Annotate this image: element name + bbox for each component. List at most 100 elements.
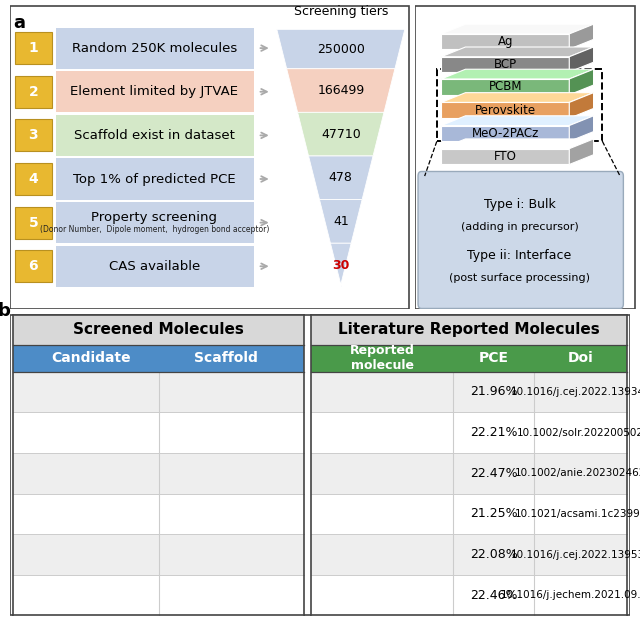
- Polygon shape: [570, 24, 593, 49]
- Text: (adding in precursor): (adding in precursor): [461, 222, 579, 232]
- Text: Literature Reported Molecules: Literature Reported Molecules: [338, 322, 600, 337]
- Text: 22.08%: 22.08%: [470, 548, 518, 561]
- FancyBboxPatch shape: [13, 575, 305, 616]
- Polygon shape: [441, 34, 570, 49]
- Text: Scaffold exist in dataset: Scaffold exist in dataset: [74, 129, 235, 142]
- Text: (Donor Number,  Dipole moment,  hydrogen bond acceptor): (Donor Number, Dipole moment, hydrogen b…: [40, 225, 269, 234]
- FancyBboxPatch shape: [15, 207, 52, 239]
- FancyBboxPatch shape: [10, 314, 630, 616]
- Text: 21.96%: 21.96%: [470, 386, 518, 399]
- Text: 22.47%: 22.47%: [470, 467, 518, 480]
- Text: Top 1% of predicted PCE: Top 1% of predicted PCE: [73, 173, 236, 186]
- Polygon shape: [441, 92, 593, 103]
- Text: 30: 30: [332, 259, 349, 271]
- Text: 3: 3: [29, 128, 38, 142]
- FancyBboxPatch shape: [13, 412, 305, 453]
- FancyBboxPatch shape: [310, 534, 627, 575]
- FancyBboxPatch shape: [56, 202, 253, 243]
- Polygon shape: [570, 69, 593, 95]
- Text: b: b: [0, 302, 10, 321]
- FancyBboxPatch shape: [13, 344, 305, 372]
- Text: Type i: Bulk: Type i: Bulk: [484, 198, 556, 211]
- Text: 4: 4: [29, 172, 38, 186]
- Text: Type ii: Interface: Type ii: Interface: [467, 249, 572, 262]
- Text: 22.21%: 22.21%: [470, 426, 518, 439]
- Text: Perovskite: Perovskite: [475, 104, 536, 117]
- Polygon shape: [441, 149, 570, 164]
- FancyBboxPatch shape: [310, 314, 627, 344]
- Polygon shape: [570, 92, 593, 118]
- Text: 21.25%: 21.25%: [470, 508, 518, 521]
- Polygon shape: [441, 126, 570, 141]
- Text: Screened Molecules: Screened Molecules: [73, 322, 244, 337]
- Text: 47710: 47710: [321, 127, 361, 141]
- Polygon shape: [277, 29, 405, 69]
- FancyBboxPatch shape: [310, 412, 627, 453]
- Polygon shape: [441, 69, 593, 79]
- Text: 10.1016/j.jechem.2021.09.027: 10.1016/j.jechem.2021.09.027: [500, 590, 640, 600]
- FancyBboxPatch shape: [13, 372, 305, 413]
- FancyBboxPatch shape: [15, 76, 52, 108]
- FancyBboxPatch shape: [13, 494, 305, 534]
- FancyBboxPatch shape: [13, 534, 305, 575]
- Text: Property screening: Property screening: [92, 211, 218, 224]
- Polygon shape: [570, 47, 593, 72]
- FancyBboxPatch shape: [310, 575, 627, 616]
- FancyBboxPatch shape: [310, 494, 627, 534]
- Polygon shape: [298, 112, 384, 156]
- Text: 10.1002/anie.202302462: 10.1002/anie.202302462: [515, 468, 640, 478]
- Text: (post surface processing): (post surface processing): [449, 273, 590, 283]
- FancyBboxPatch shape: [15, 250, 52, 282]
- Text: 250000: 250000: [317, 42, 365, 56]
- Text: 41: 41: [333, 215, 349, 228]
- Polygon shape: [319, 199, 362, 243]
- Text: 5: 5: [29, 216, 38, 229]
- Polygon shape: [441, 47, 593, 57]
- FancyBboxPatch shape: [310, 372, 627, 413]
- Text: MeO-2PACz: MeO-2PACz: [472, 127, 539, 140]
- Text: 10.1002/solr.202200502: 10.1002/solr.202200502: [517, 428, 640, 438]
- Polygon shape: [441, 139, 593, 149]
- Text: Reported
molecule: Reported molecule: [349, 344, 415, 372]
- Text: Doi: Doi: [568, 351, 594, 365]
- FancyBboxPatch shape: [13, 453, 305, 494]
- FancyBboxPatch shape: [56, 28, 253, 69]
- FancyBboxPatch shape: [15, 119, 52, 151]
- Polygon shape: [570, 139, 593, 164]
- Text: Candidate: Candidate: [52, 351, 131, 365]
- Text: FTO: FTO: [494, 150, 516, 163]
- FancyBboxPatch shape: [56, 158, 253, 199]
- Text: 10.1021/acsami.1c23991: 10.1021/acsami.1c23991: [515, 509, 640, 519]
- Text: 478: 478: [329, 171, 353, 184]
- FancyBboxPatch shape: [56, 115, 253, 156]
- Text: CAS available: CAS available: [109, 260, 200, 272]
- FancyBboxPatch shape: [415, 6, 635, 309]
- FancyBboxPatch shape: [310, 344, 627, 372]
- Text: Screening tiers: Screening tiers: [294, 5, 388, 18]
- Text: 1: 1: [29, 41, 38, 55]
- FancyBboxPatch shape: [310, 453, 627, 494]
- Text: BCP: BCP: [493, 58, 517, 71]
- Text: PCBM: PCBM: [488, 81, 522, 93]
- Polygon shape: [287, 69, 395, 112]
- Text: a: a: [13, 14, 25, 31]
- FancyBboxPatch shape: [418, 171, 623, 309]
- FancyBboxPatch shape: [15, 163, 52, 195]
- Text: 22.46%: 22.46%: [470, 589, 518, 602]
- Polygon shape: [570, 116, 593, 141]
- Text: Element limited by JTVAE: Element limited by JTVAE: [70, 85, 239, 98]
- Text: 2: 2: [29, 85, 38, 99]
- Text: Random 250K molecules: Random 250K molecules: [72, 42, 237, 54]
- Polygon shape: [308, 156, 373, 199]
- FancyBboxPatch shape: [13, 314, 305, 344]
- Text: Ag: Ag: [497, 35, 513, 48]
- FancyBboxPatch shape: [10, 6, 409, 309]
- Polygon shape: [330, 243, 351, 287]
- Text: PCE: PCE: [479, 351, 509, 365]
- Polygon shape: [441, 102, 570, 118]
- FancyBboxPatch shape: [15, 32, 52, 64]
- FancyBboxPatch shape: [56, 246, 253, 287]
- Polygon shape: [441, 79, 570, 95]
- Text: 10.1016/j.cej.2022.139345: 10.1016/j.cej.2022.139345: [510, 387, 640, 397]
- Text: 166499: 166499: [317, 84, 364, 97]
